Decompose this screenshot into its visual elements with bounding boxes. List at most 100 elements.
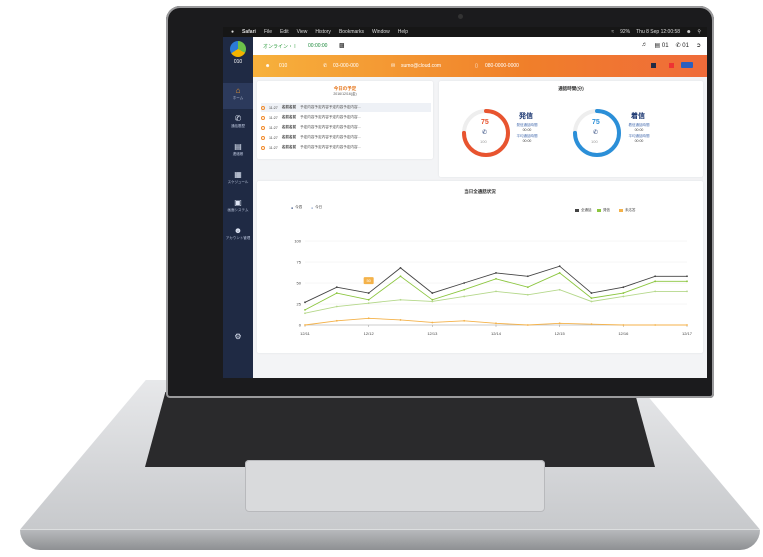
- series-point-2: [367, 302, 370, 305]
- series-point-0: [367, 292, 370, 294]
- mobile-icon: ▯: [475, 63, 478, 69]
- sidebar-item-account[interactable]: ☻ アカウント管理: [223, 223, 253, 249]
- series-point-2: [622, 295, 625, 298]
- menu-view[interactable]: View: [296, 29, 308, 35]
- y-tick-label: 100: [294, 239, 301, 244]
- schedule-text: 予定内容予定内容予定内容予定内容...: [300, 125, 361, 129]
- x-tick-label: 12/13: [427, 331, 438, 336]
- series-point-3: [590, 323, 593, 326]
- app-logo-icon: [230, 41, 246, 57]
- outgoing-total-label: 発信通話時間: [516, 123, 538, 127]
- legend-1[interactable]: 発信: [597, 208, 610, 213]
- schedule-name: 名前名前: [281, 115, 297, 119]
- call-badge[interactable]: ✆ 01: [675, 43, 689, 49]
- phone-in-icon: ✆: [593, 130, 599, 136]
- user-banner: ☻ 010 ✆ 03-000-000 ✉ sumo@cloud.com ▯ 08…: [253, 55, 707, 77]
- laptop-keyboard: [145, 392, 655, 467]
- x-tick-label: 12/12: [364, 331, 375, 336]
- logout-icon[interactable]: ➲: [695, 43, 701, 49]
- laptop-trackpad: [245, 460, 545, 512]
- app-screen: ● Safari File Edit View History Bookmark…: [223, 27, 707, 378]
- schedule-row[interactable]: 11:27 名前名前 予定内容予定内容予定内容予定内容...: [261, 103, 431, 112]
- schedule-time: 11:27: [269, 105, 278, 110]
- dialpad-icon[interactable]: ▩: [339, 43, 345, 49]
- calendar-icon: ▦: [234, 170, 242, 179]
- incoming-total-label: 着信通話時間: [628, 123, 650, 127]
- incoming-avg: 00:00: [634, 139, 644, 143]
- schedule-text: 予定内容予定内容予定内容予定内容...: [300, 105, 361, 109]
- sidebar-item-contacts[interactable]: ▤ 連絡帳: [223, 139, 253, 165]
- series-point-2: [463, 295, 466, 298]
- battery-level: 92%: [620, 29, 631, 35]
- incoming-ring: [573, 109, 621, 157]
- status-dot-icon: [261, 115, 265, 120]
- series-point-2: [431, 300, 434, 303]
- user-menu-icon[interactable]: ☻: [686, 29, 692, 35]
- contact-badge[interactable]: ▤ 01: [654, 43, 669, 49]
- series-point-2: [495, 290, 497, 293]
- settings-button[interactable]: ⚙: [223, 329, 253, 355]
- series-point-3: [686, 324, 688, 326]
- menu-bookmarks[interactable]: Bookmarks: [338, 29, 364, 35]
- series-point-1: [622, 292, 625, 294]
- series-point-1: [686, 280, 688, 283]
- series-point-3: [463, 319, 466, 322]
- tooltip-box: [363, 277, 374, 285]
- legend-0[interactable]: 全通話: [575, 208, 592, 213]
- status-dot-icon: [261, 125, 265, 130]
- y-tick-label: 50: [297, 281, 302, 286]
- outgoing-label: 発信: [519, 113, 533, 120]
- menu-history[interactable]: History: [315, 29, 331, 35]
- series-point-2: [335, 305, 338, 308]
- status-color-icon[interactable]: [669, 63, 674, 68]
- sidebar-item-label: 連絡帳: [232, 152, 244, 156]
- series-point-0: [558, 265, 561, 268]
- incoming-value: 75: [592, 119, 600, 126]
- sidebar-item-home[interactable]: ⌂ ホーム: [223, 83, 253, 109]
- user-phone2: 080-0000-0000: [485, 63, 519, 69]
- schedule-title: 今日の予定: [333, 86, 357, 91]
- series-point-2: [654, 290, 657, 293]
- menu-file[interactable]: File: [263, 29, 272, 35]
- series-point-3: [526, 324, 529, 326]
- clock[interactable]: Thu 8 Sep 12:00:58: [636, 29, 681, 35]
- status-dot-icon: [261, 145, 265, 150]
- menu-edit[interactable]: Edit: [280, 29, 289, 35]
- schedule-row[interactable]: 11:27 名前名前 予定内容予定内容予定内容予定内容...: [261, 133, 431, 142]
- menu-help[interactable]: Help: [397, 29, 409, 35]
- legend-week[interactable]: ● 今週: [291, 205, 303, 210]
- series-point-2: [590, 300, 593, 303]
- sidebar-item-label: ホーム: [232, 96, 244, 100]
- outgoing-avg: 00:00: [522, 139, 532, 143]
- flag-icon[interactable]: [651, 63, 656, 68]
- series-point-0: [335, 286, 338, 289]
- outgoing-max: 100: [480, 139, 487, 144]
- toggle-icon[interactable]: [681, 62, 693, 68]
- y-tick-label: 0: [299, 323, 302, 328]
- outgoing-avg-label: 平均通話時間: [516, 134, 538, 138]
- menu-safari[interactable]: Safari: [242, 29, 256, 35]
- schedule-row[interactable]: 11:27 名前名前 予定内容予定内容予定内容予定内容...: [261, 143, 431, 152]
- sidebar-item-call-history[interactable]: ✆ 通話履歴: [223, 111, 253, 137]
- laptop-front-edge: [20, 530, 760, 550]
- sidebar-item-schedule[interactable]: ▦ スケジュール: [223, 167, 253, 193]
- online-status[interactable]: オンライン・ l: [263, 44, 296, 50]
- schedule-time: 11:27: [269, 145, 278, 150]
- legend-today[interactable]: ● 今日: [311, 205, 323, 210]
- spotlight-icon[interactable]: ⚲: [697, 29, 701, 35]
- schedule-row[interactable]: 11:27 名前名前 予定内容予定内容予定内容予定内容...: [261, 123, 431, 132]
- series-point-3: [335, 319, 338, 322]
- series-point-2: [686, 290, 688, 293]
- schedule-row[interactable]: 11:27 名前名前 予定内容予定内容予定内容予定内容...: [261, 113, 431, 122]
- series-point-2: [526, 293, 529, 296]
- volume-icon[interactable]: ♬: [641, 42, 648, 48]
- wifi-icon[interactable]: ≈: [611, 29, 615, 35]
- series-point-1: [590, 297, 593, 300]
- legend-3[interactable]: 未応答: [619, 208, 636, 213]
- apple-icon[interactable]: ●: [231, 29, 235, 35]
- sidebar-item-screen-system[interactable]: ▣ 画面システム: [223, 195, 253, 221]
- series-point-0: [495, 272, 497, 274]
- mac-menubar: ● Safari File Edit View History Bookmark…: [223, 27, 707, 37]
- menu-window[interactable]: Window: [371, 29, 390, 35]
- series-point-3: [622, 324, 625, 326]
